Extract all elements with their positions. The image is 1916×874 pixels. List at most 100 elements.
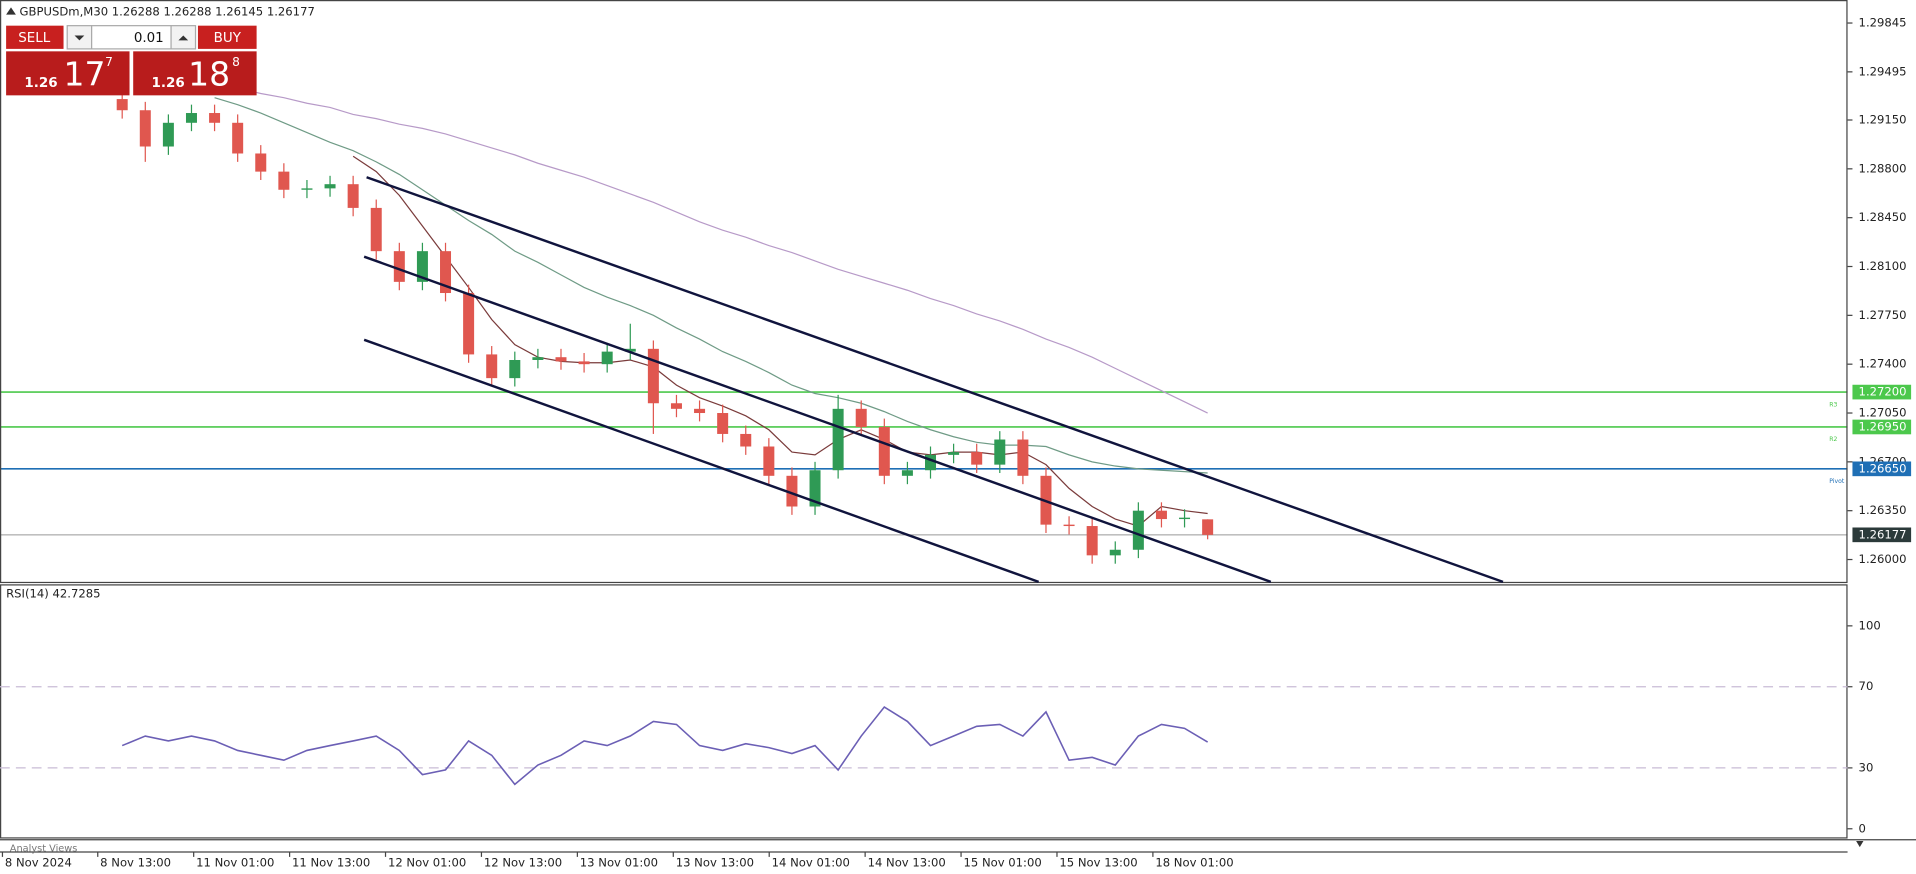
x-tick-label: 15 Nov 13:00 xyxy=(1059,855,1137,869)
x-tick-label: 8 Nov 2024 xyxy=(5,855,72,869)
candle-body xyxy=(440,251,452,294)
rsi-panel: RSI(14) 42.7285 100 70 30 0 xyxy=(0,587,1881,835)
candle-body xyxy=(1017,439,1029,476)
level-name: R3 xyxy=(1829,401,1837,408)
buy-label: BUY xyxy=(214,31,242,46)
candle-body xyxy=(694,408,706,414)
candle-body xyxy=(809,470,821,507)
price-frame xyxy=(0,0,1848,584)
candle-body xyxy=(162,122,174,147)
candle-body xyxy=(185,113,197,123)
candle-body xyxy=(740,433,752,447)
x-tick-label: 14 Nov 13:00 xyxy=(868,855,946,869)
moving-average xyxy=(214,83,1208,414)
analyst-views-tab[interactable]: Analyst Views xyxy=(10,843,78,854)
arrow-up xyxy=(178,35,189,41)
y-tick-label: 1.26000 xyxy=(1859,552,1907,566)
buy-price-box[interactable] xyxy=(133,51,257,96)
candle-body xyxy=(255,153,267,172)
y-tick-label: 1.29845 xyxy=(1859,16,1907,30)
sell-price-big: 1.26 xyxy=(24,76,57,91)
candle-body xyxy=(1063,524,1075,527)
arrow-down xyxy=(74,35,85,41)
trade-panel: SELL 0.01 BUY 1.26 17 7 1.26 18 8 xyxy=(6,25,257,96)
scroll-icon[interactable] xyxy=(1856,840,1864,848)
candle-body xyxy=(971,452,983,465)
x-tick-label: 11 Nov 13:00 xyxy=(292,855,370,869)
candle-body xyxy=(578,361,590,365)
symbol-line: GBPUSDm,M30 1.26288 1.26288 1.26145 1.26… xyxy=(20,5,315,19)
x-tick-label: 8 Nov 13:00 xyxy=(100,855,171,869)
buy-price-big: 1.26 xyxy=(152,76,185,91)
rsi-frame xyxy=(0,584,1848,839)
x-tick-label: 11 Nov 01:00 xyxy=(196,855,274,869)
candle-body xyxy=(555,357,567,362)
buy-price-point: 8 xyxy=(232,55,240,69)
collapse-icon[interactable] xyxy=(6,7,16,15)
x-tick-label: 12 Nov 13:00 xyxy=(484,855,562,869)
candle-body xyxy=(278,171,290,190)
trendline xyxy=(363,255,1272,584)
candle-body xyxy=(486,354,498,379)
candle-body xyxy=(670,403,682,409)
candle-body xyxy=(139,110,151,147)
sell-price-box[interactable] xyxy=(6,51,130,96)
y-tick-label: 1.28450 xyxy=(1859,210,1907,224)
candle-body xyxy=(1179,517,1191,520)
level-tag xyxy=(1852,384,1912,400)
candle-body xyxy=(1109,549,1121,556)
y-tick-label: 1.26350 xyxy=(1859,503,1907,517)
candle-body xyxy=(624,348,636,352)
candle-body xyxy=(232,122,244,154)
y-tick-label: 1.27400 xyxy=(1859,357,1907,371)
rsi-line xyxy=(121,705,1209,786)
price-plot: R3 R2 Pivot xyxy=(0,83,1848,564)
candle-body xyxy=(855,408,867,427)
candle-body xyxy=(601,351,613,365)
rsi-tick-label: 0 xyxy=(1859,821,1866,835)
trendline xyxy=(366,176,1504,584)
current-price-tag xyxy=(1852,527,1912,543)
y-tick-label: 1.28100 xyxy=(1859,259,1907,273)
channel xyxy=(363,176,1504,584)
candle-body xyxy=(832,408,844,471)
rsi-title: RSI(14) 42.7285 xyxy=(6,587,100,601)
candle-body xyxy=(393,251,405,282)
candle-body xyxy=(1086,526,1098,556)
candle-body xyxy=(324,184,336,189)
level-tag xyxy=(1852,419,1912,435)
x-tick-label: 13 Nov 01:00 xyxy=(580,855,658,869)
buy-price-pips: 18 xyxy=(188,54,230,93)
rsi-tick-label: 70 xyxy=(1859,679,1874,693)
candle-body xyxy=(532,357,544,360)
y-tick-label: 1.27750 xyxy=(1859,308,1907,322)
level-tag xyxy=(1852,461,1912,477)
candle-body xyxy=(301,188,313,190)
candle-body xyxy=(416,251,428,282)
candle-body xyxy=(647,348,659,404)
moving-average xyxy=(214,97,1208,474)
y-tick-label: 1.29495 xyxy=(1859,64,1907,78)
trendline xyxy=(363,338,1040,584)
candle-body xyxy=(370,207,382,252)
candle-body xyxy=(901,470,913,476)
candle-body xyxy=(925,454,937,471)
x-tick-label: 18 Nov 01:00 xyxy=(1155,855,1233,869)
x-tick-label: 14 Nov 01:00 xyxy=(772,855,850,869)
moving-average xyxy=(352,155,1208,527)
y-tick-label: 1.27050 xyxy=(1859,406,1907,420)
candle-body xyxy=(717,413,729,434)
sell-button[interactable] xyxy=(6,25,64,49)
y-tick-label: 1.28800 xyxy=(1859,161,1907,175)
candle-body xyxy=(1132,510,1144,550)
candle-body xyxy=(463,293,475,355)
candle-body xyxy=(948,452,960,455)
candle-body xyxy=(1155,510,1167,520)
x-tick-label: 13 Nov 13:00 xyxy=(676,855,754,869)
buy-button[interactable] xyxy=(197,25,257,49)
candle-body xyxy=(763,446,775,476)
